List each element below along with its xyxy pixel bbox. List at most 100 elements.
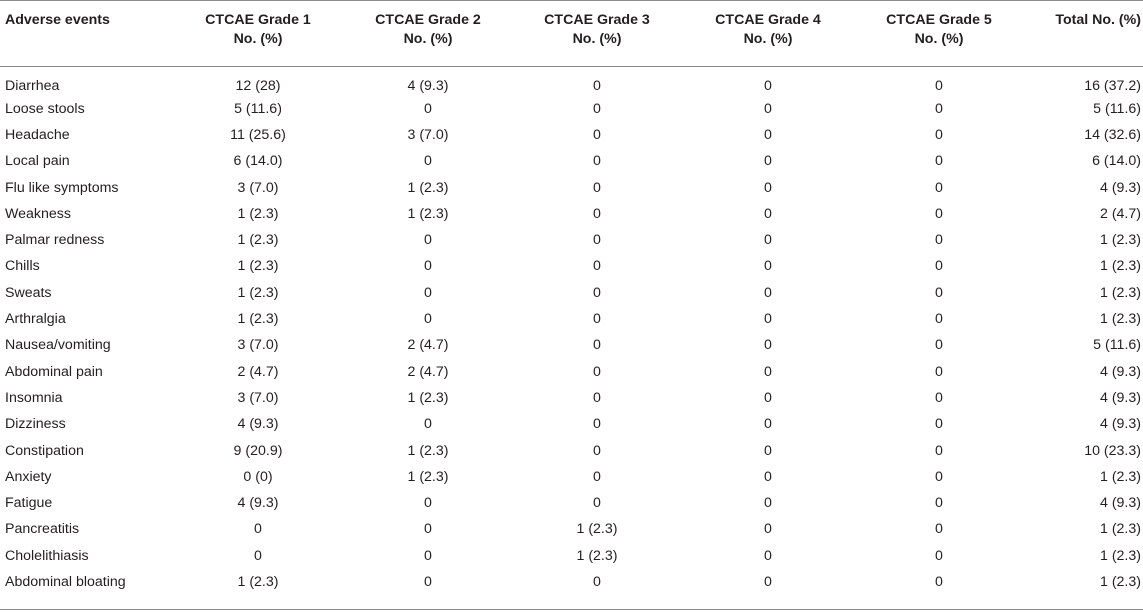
cell-grade-5: 0 [935, 521, 943, 538]
cell-grade-4: 0 [764, 258, 772, 275]
cell-adverse-event: Local pain [5, 153, 70, 170]
cell-grade-5: 0 [935, 284, 943, 301]
cell-grade-4: 0 [764, 573, 772, 590]
cell-total: 14 (32.6) [1084, 126, 1141, 143]
cell-adverse-event: Cholelithiasis [5, 547, 89, 564]
cell-grade-5: 0 [935, 547, 943, 564]
table-row: Headache 11 (25.6) 3 (7.0) 0 0 0 14 (32.6) [0, 122, 1143, 148]
header-line: No. (%) [403, 31, 453, 47]
cell-grade-1: 1 (2.3) [237, 573, 279, 590]
header-grade-1: CTCAE Grade 1 No. (%) [172, 1, 344, 67]
cell-grade-1: 1 (2.3) [237, 311, 279, 328]
cell-grade-1: 3 (7.0) [237, 179, 279, 196]
cell-grade-1: 4 (9.3) [237, 416, 279, 433]
table-row: Palmar redness 1 (2.3) 0 0 0 0 1 (2.3) [0, 227, 1143, 253]
cell-grade-3: 0 [593, 573, 601, 590]
cell-grade-2: 1 (2.3) [407, 468, 449, 485]
cell-grade-5: 0 [935, 205, 943, 222]
header-line: CTCAE Grade 5 [886, 12, 992, 28]
cell-grade-1: 9 (20.9) [233, 442, 283, 459]
header-line: CTCAE Grade 2 [375, 12, 481, 28]
header-line: No. (%) [233, 31, 283, 47]
cell-grade-4: 0 [764, 363, 772, 380]
cell-grade-1: 1 (2.3) [237, 205, 279, 222]
cell-grade-2: 0 [424, 311, 432, 328]
table-row: Pancreatitis 0 0 1 (2.3) 0 0 1 (2.3) [0, 517, 1143, 543]
cell-grade-4: 0 [764, 232, 772, 249]
cell-grade-1: 4 (9.3) [237, 495, 279, 512]
cell-grade-4: 0 [764, 468, 772, 485]
cell-grade-5: 0 [935, 153, 943, 170]
header-line: Total No. (%) [1055, 12, 1141, 28]
cell-grade-4: 0 [764, 100, 772, 117]
cell-adverse-event: Insomnia [5, 389, 63, 406]
table-row: Insomnia 3 (7.0) 1 (2.3) 0 0 0 4 (9.3) [0, 385, 1143, 411]
cell-grade-3: 0 [593, 232, 601, 249]
cell-grade-1: 2 (4.7) [237, 363, 279, 380]
table-body: Diarrhea 12 (28) 4 (9.3) 0 0 0 16 (37.2) Loose … [0, 67, 1143, 596]
cell-grade-3: 0 [593, 311, 601, 328]
cell-grade-3: 0 [593, 78, 601, 94]
cell-grade-1: 3 (7.0) [237, 389, 279, 406]
cell-total: 1 (2.3) [1099, 258, 1141, 275]
header-line: No. (%) [743, 31, 793, 47]
cell-grade-4: 0 [764, 126, 772, 143]
cell-grade-1: 0 [254, 547, 262, 564]
cell-grade-5: 0 [935, 337, 943, 354]
cell-grade-4: 0 [764, 153, 772, 170]
cell-grade-2: 0 [424, 573, 432, 590]
cell-grade-2: 2 (4.7) [407, 337, 449, 354]
cell-grade-4: 0 [764, 311, 772, 328]
table-row: Cholelithiasis 0 0 1 (2.3) 0 0 1 (2.3) [0, 543, 1143, 569]
cell-total: 1 (2.3) [1099, 232, 1141, 249]
cell-grade-2: 0 [424, 416, 432, 433]
table-row: Nausea/vomiting 3 (7.0) 2 (4.7) 0 0 0 5 (11.6) [0, 333, 1143, 359]
header-line: CTCAE Grade 4 [715, 12, 821, 28]
cell-grade-3: 0 [593, 205, 601, 222]
table-row: Weakness 1 (2.3) 1 (2.3) 0 0 0 2 (4.7) [0, 201, 1143, 227]
table-row: Flu like symptoms 3 (7.0) 1 (2.3) 0 0 0 4 (9.3… [0, 175, 1143, 201]
cell-grade-4: 0 [764, 284, 772, 301]
table-row: Sweats 1 (2.3) 0 0 0 0 1 (2.3) [0, 280, 1143, 306]
cell-grade-5: 0 [935, 258, 943, 275]
cell-adverse-event: Weakness [5, 205, 71, 222]
cell-total: 6 (14.0) [1092, 153, 1141, 170]
header-line: No. (%) [572, 31, 622, 47]
cell-total: 4 (9.3) [1099, 416, 1141, 433]
cell-grade-4: 0 [764, 521, 772, 538]
cell-grade-5: 0 [935, 442, 943, 459]
cell-grade-3: 0 [593, 468, 601, 485]
header-grade-3: CTCAE Grade 3 No. (%) [512, 1, 682, 67]
cell-grade-5: 0 [935, 468, 943, 485]
cell-adverse-event: Diarrhea [5, 78, 60, 94]
cell-grade-3: 0 [593, 389, 601, 406]
cell-grade-2: 3 (7.0) [407, 126, 449, 143]
cell-grade-5: 0 [935, 363, 943, 380]
cell-grade-5: 0 [935, 179, 943, 196]
cell-grade-2: 0 [424, 100, 432, 117]
cell-grade-1: 6 (14.0) [233, 153, 283, 170]
cell-total: 4 (9.3) [1099, 179, 1141, 196]
cell-grade-3: 1 (2.3) [576, 521, 618, 538]
cell-grade-1: 11 (25.6) [230, 126, 286, 143]
header-grade-2: CTCAE Grade 2 No. (%) [344, 1, 512, 67]
cell-grade-5: 0 [935, 232, 943, 249]
cell-grade-4: 0 [764, 442, 772, 459]
cell-grade-1: 1 (2.3) [237, 232, 279, 249]
adverse-events-table: Adverse events CTCAE Grade 1 No. (%) CTC… [0, 0, 1143, 596]
cell-grade-3: 1 (2.3) [576, 547, 618, 564]
cell-adverse-event: Abdominal pain [5, 363, 103, 380]
table-header: Adverse events CTCAE Grade 1 No. (%) CTC… [0, 0, 1143, 67]
cell-grade-3: 0 [593, 337, 601, 354]
cell-grade-1: 0 (0) [243, 468, 273, 485]
cell-grade-2: 0 [424, 232, 432, 249]
cell-adverse-event: Loose stools [5, 100, 85, 117]
cell-grade-4: 0 [764, 547, 772, 564]
cell-adverse-event: Flu like symptoms [5, 179, 119, 196]
table-row: Chills 1 (2.3) 0 0 0 0 1 (2.3) [0, 254, 1143, 280]
cell-grade-1: 1 (2.3) [237, 284, 279, 301]
cell-grade-3: 0 [593, 363, 601, 380]
cell-adverse-event: Arthralgia [5, 311, 66, 328]
cell-total: 1 (2.3) [1099, 468, 1141, 485]
